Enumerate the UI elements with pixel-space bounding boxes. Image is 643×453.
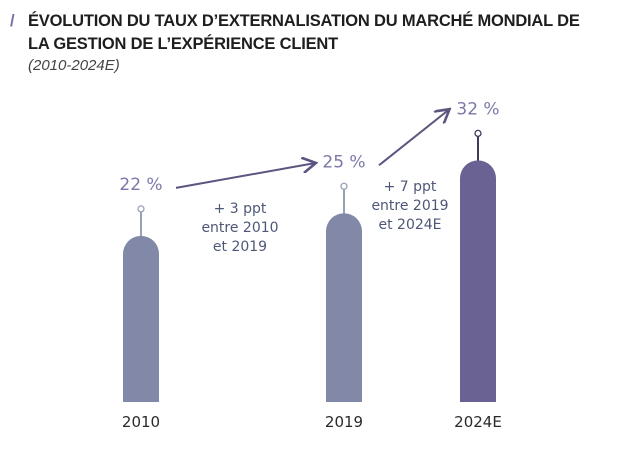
annotation-2: + 7 ppt entre 2019 et 2024E (355, 178, 465, 235)
chart-subtitle: (2010-2024E) (28, 57, 120, 74)
annotation-2-line: entre 2019 (371, 198, 449, 214)
value-label: 22 % (119, 175, 162, 195)
value-label: 32 % (456, 99, 499, 119)
annotation-2-line: + 7 ppt (383, 179, 437, 195)
chart-title: ÉVOLUTION DU TAUX D’EXTERNALISATION DU M… (28, 12, 580, 53)
bar-2019 (326, 213, 362, 402)
title-slash-icon: / (10, 12, 15, 30)
annotation-1-line: + 3 ppt (213, 201, 267, 217)
value-label: 25 % (322, 152, 365, 172)
growth-arrow (175, 163, 314, 189)
annotation-2-line: et 2024E (378, 217, 442, 233)
annotation-1-line: entre 2010 (201, 220, 279, 236)
bar-stem-marker (474, 129, 482, 138)
bar-stem-marker (340, 182, 348, 190)
bar-stem-marker (137, 205, 145, 213)
bar-2010 (123, 235, 159, 402)
annotation-1: + 3 ppt entre 2010 et 2019 (185, 200, 295, 257)
x-tick-label: 2019 (325, 413, 363, 431)
x-tick-label: 2024E (454, 413, 502, 431)
bar-2024E (460, 160, 496, 402)
annotation-1-line: et 2019 (212, 239, 268, 255)
growth-arrow (378, 110, 448, 167)
x-tick-label: 2010 (122, 413, 160, 431)
